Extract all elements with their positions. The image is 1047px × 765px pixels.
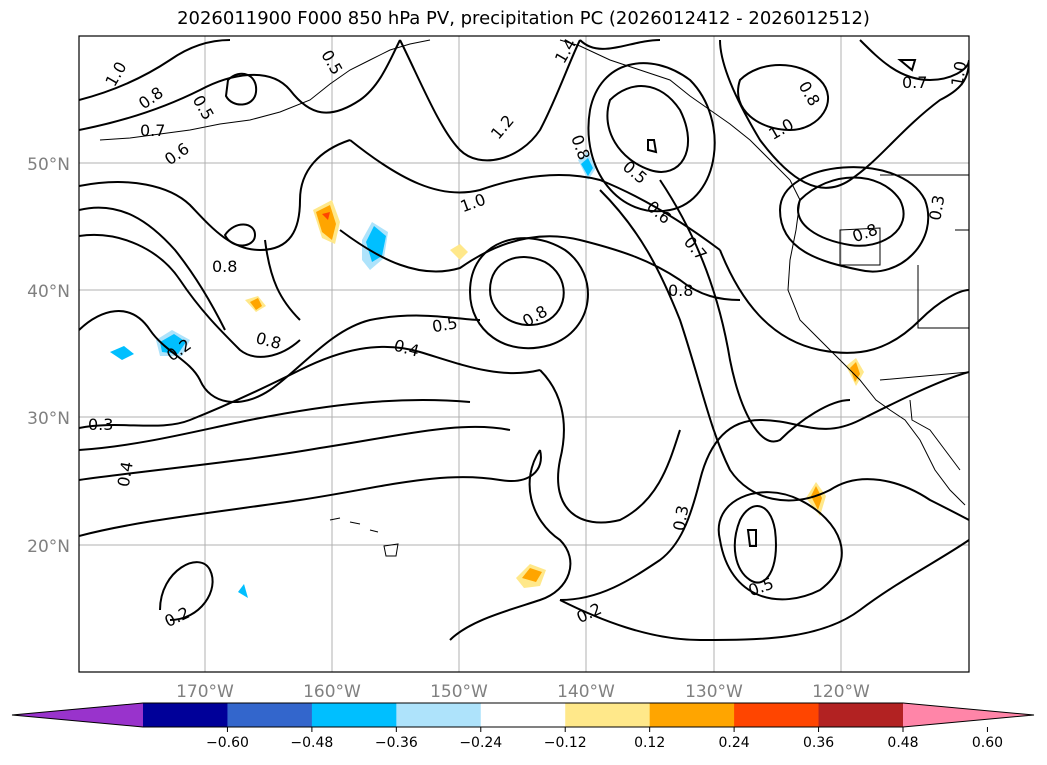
gridlines: [79, 36, 969, 672]
map-title: 2026011900 F000 850 hPa PV, precipitatio…: [177, 8, 870, 29]
colorbar-tick-label: −0.48: [290, 735, 333, 751]
pv-contours: [79, 39, 969, 642]
lat-label: 50°N: [27, 155, 70, 175]
contour-label: 0.7: [140, 121, 165, 140]
colorbar: −0.60 −0.48 −0.36 −0.24 −0.12 0.12 0.24 0.36 0.4…: [11, 702, 1035, 751]
lon-label: 170°W: [176, 682, 234, 702]
colorbar-tick-label: 0.60: [972, 735, 1003, 751]
colorbar-tick-label: 0.12: [634, 735, 665, 751]
colorbar-tick-label: −0.60: [206, 735, 249, 751]
colorbar-outline: [11, 702, 1035, 728]
colorbar-segment: [565, 703, 651, 727]
lon-label: 130°W: [685, 682, 743, 702]
longitude-labels: 170°W 160°W 150°W 140°W 130°W 120°W: [176, 682, 870, 702]
colorbar-tick-label: −0.12: [544, 735, 587, 751]
contour-label: 0.7: [902, 73, 927, 92]
lat-label: 40°N: [27, 282, 70, 302]
contour-label: 0.5: [431, 313, 459, 336]
coastlines: [99, 39, 969, 557]
colorbar-segment: [649, 703, 735, 727]
colorbar-segment: [311, 703, 397, 727]
colorbar-tick-label: −0.24: [459, 735, 502, 751]
lon-label: 140°W: [557, 682, 615, 702]
lon-label: 120°W: [812, 682, 870, 702]
colorbar-segment: [480, 703, 566, 727]
colorbar-tick-label: 0.36: [803, 735, 834, 751]
colorbar-tick-label: 0.48: [887, 735, 918, 751]
map-area: [79, 36, 969, 672]
colorbar-segment: [396, 703, 482, 727]
lat-label: 20°N: [27, 537, 70, 557]
contour-label: 1.0: [947, 60, 970, 88]
colorbar-segment: [227, 703, 313, 727]
colorbar-segment: [818, 703, 904, 727]
contour-label: 0.4: [114, 460, 137, 488]
lat-label: 30°N: [27, 409, 70, 429]
lon-label: 150°W: [430, 682, 488, 702]
colorbar-tick-label: 0.24: [719, 735, 750, 751]
latitude-labels: 50°N 40°N 30°N 20°N: [27, 155, 70, 557]
colorbar-extend-high: [903, 703, 1034, 727]
lon-label: 160°W: [303, 682, 361, 702]
contour-label: 0.3: [669, 504, 692, 532]
contour-label: 0.8: [212, 257, 237, 276]
map-frame: [78, 35, 970, 673]
contour-label: 0.3: [88, 415, 113, 434]
precip-shading: [110, 152, 864, 598]
contour-label: 0.3: [925, 194, 948, 222]
colorbar-segment: [143, 703, 228, 727]
contour-label: 0.8: [668, 281, 693, 300]
colorbar-extend-low: [12, 703, 143, 727]
colorbar-segment: [734, 703, 820, 727]
colorbar-tick-label: −0.36: [375, 735, 418, 751]
